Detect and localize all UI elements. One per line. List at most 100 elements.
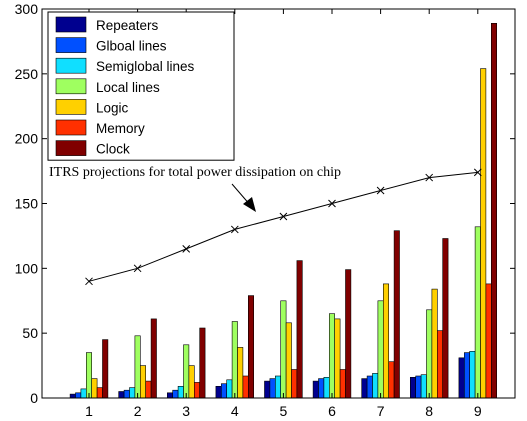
projection-marker-7 — [376, 186, 385, 195]
y-tick-label-0: 0 — [30, 390, 38, 406]
y-tick-label-250: 250 — [15, 66, 39, 82]
x-tick-label-1: 1 — [85, 403, 93, 419]
bar-logic-7 — [382, 283, 389, 399]
bar-logic-4 — [237, 347, 244, 399]
bar-repeaters-5 — [264, 380, 271, 399]
bar-repeaters-4 — [215, 385, 222, 399]
bar-logic-5 — [285, 322, 292, 399]
legend-swatch-repeaters — [55, 16, 87, 33]
bar-semiglobal-lines-6 — [323, 376, 330, 399]
bar-semiglobal-lines-2 — [129, 387, 136, 399]
legend: Repeaters Glboal lines Semiglobal lines Loc… — [47, 11, 235, 161]
bar-glboal-lines-9 — [463, 352, 470, 399]
x-tick-label-7: 7 — [377, 403, 385, 419]
bar-local-lines-8 — [426, 309, 433, 399]
projection-marker-8 — [425, 173, 434, 182]
legend-swatch-memory — [55, 119, 87, 136]
projection-marker-2 — [133, 264, 142, 273]
axes-group: 0 50 100 150 200 250 300 1 2 3 4 5 6 7 8 9 — [15, 1, 515, 419]
bar-repeaters-9 — [458, 357, 465, 399]
x-tick-label-8: 8 — [425, 403, 433, 419]
bar-logic-6 — [334, 318, 341, 399]
bar-repeaters-7 — [361, 378, 368, 399]
bar-local-lines-5 — [280, 300, 287, 399]
bar-semiglobal-lines-3 — [177, 385, 184, 399]
legend-swatch-glboal-lines — [55, 37, 87, 53]
x-tick-label-2: 2 — [134, 403, 142, 419]
bar-local-lines-9 — [474, 226, 481, 399]
x-tick-label-3: 3 — [182, 403, 190, 419]
bar-glboal-lines-7 — [366, 375, 373, 399]
projection-marker-6 — [328, 199, 336, 208]
bar-repeaters-1 — [69, 393, 76, 399]
projection-marker-9 — [473, 168, 482, 177]
bar-clock-8 — [442, 238, 449, 399]
bar-logic-2 — [140, 365, 147, 399]
y-tick-label-50: 50 — [22, 325, 38, 341]
legend-label-clock: Clock — [96, 142, 130, 157]
y-tick-label-100: 100 — [15, 260, 39, 276]
bar-logic-9 — [480, 68, 487, 399]
legend-swatch-clock — [55, 140, 87, 156]
legend-label-repeaters: Repeaters — [96, 18, 159, 33]
bar-repeaters-2 — [118, 391, 125, 399]
projection-annotation: ITRS projections for total power dissipa… — [49, 165, 341, 212]
bar-logic-8 — [431, 288, 438, 399]
bar-repeaters-6 — [312, 380, 319, 399]
projection-line — [88, 171, 478, 282]
bar-semiglobal-lines-4 — [226, 379, 233, 399]
bar-semiglobal-lines-7 — [372, 373, 379, 399]
bar-clock-3 — [199, 327, 206, 399]
bar-local-lines-1 — [86, 352, 93, 399]
bar-local-lines-2 — [134, 335, 141, 399]
bar-glboal-lines-3 — [172, 389, 179, 399]
x-tick-label-4: 4 — [231, 403, 239, 419]
projection-annotation-label: ITRS projections for total power dissipa… — [49, 165, 341, 180]
bar-memory-9 — [485, 283, 492, 399]
legend-label-local-lines: Local lines — [96, 80, 160, 95]
bar-memory-7 — [388, 361, 395, 399]
bar-glboal-lines-6 — [318, 378, 325, 399]
bar-glboal-lines-8 — [415, 375, 422, 399]
legend-swatch-logic — [55, 99, 87, 115]
x-tick-label-9: 9 — [474, 403, 482, 419]
legend-swatch-semiglobal-lines — [55, 57, 87, 74]
legend-label-semiglobal-lines: Semiglobal lines — [96, 59, 195, 74]
legend-label-memory: Memory — [96, 121, 145, 136]
bar-local-lines-6 — [328, 313, 335, 399]
bar-semiglobal-lines-8 — [420, 374, 427, 399]
bar-clock-5 — [296, 260, 303, 399]
bar-semiglobal-lines-5 — [274, 375, 281, 399]
bar-semiglobal-lines-1 — [80, 388, 87, 399]
bar-logic-1 — [91, 378, 98, 399]
bar-memory-6 — [339, 369, 346, 399]
y-tick-label-200: 200 — [15, 131, 39, 147]
x-tick-label-6: 6 — [328, 403, 336, 419]
bar-memory-3 — [194, 382, 201, 399]
bar-clock-4 — [248, 295, 255, 399]
bar-memory-4 — [242, 375, 249, 399]
bar-local-lines-3 — [183, 344, 190, 399]
bar-repeaters-3 — [167, 392, 174, 399]
bar-local-lines-4 — [231, 321, 238, 399]
bar-glboal-lines-2 — [123, 389, 130, 399]
bar-glboal-lines-4 — [221, 383, 228, 399]
legend-swatch-local-lines — [55, 78, 87, 95]
bar-clock-6 — [345, 269, 352, 399]
bar-memory-8 — [436, 330, 443, 399]
bar-glboal-lines-5 — [269, 378, 276, 399]
y-tick-label-300: 300 — [15, 1, 39, 17]
legend-label-logic: Logic — [96, 100, 129, 115]
bar-clock-9 — [490, 22, 497, 399]
bar-series-group — [69, 22, 497, 399]
bar-clock-2 — [150, 318, 157, 399]
bar-local-lines-7 — [377, 300, 384, 399]
bar-memory-2 — [145, 380, 152, 399]
bar-clock-1 — [102, 339, 109, 399]
legend-label-glboal-lines: Glboal lines — [96, 39, 167, 54]
projection-marker-4 — [230, 225, 239, 234]
projection-marker-5 — [279, 212, 288, 221]
bar-semiglobal-lines-9 — [469, 350, 476, 399]
y-tick-label-150: 150 — [15, 196, 39, 212]
